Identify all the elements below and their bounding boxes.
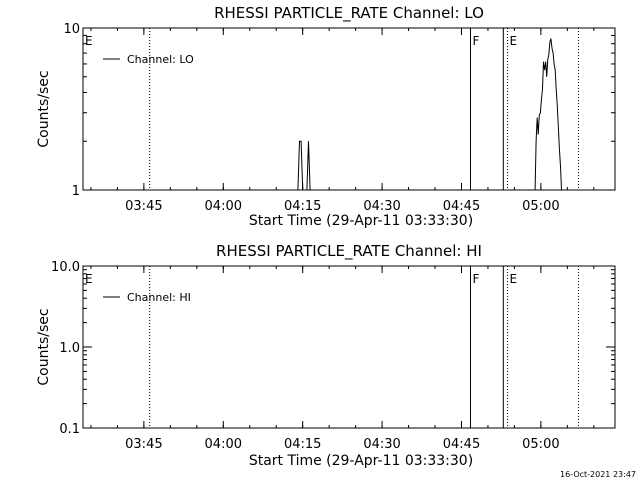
legend-label: Channel: LO xyxy=(127,53,194,66)
y-tick-label: 10 xyxy=(63,22,80,37)
x-tick-label: 04:30 xyxy=(363,437,400,452)
x-tick-label: 04:00 xyxy=(205,437,242,452)
marker-label: F xyxy=(472,34,479,48)
marker-label: E xyxy=(510,34,518,48)
x-tick-label: 04:15 xyxy=(284,437,321,452)
x-tick-label: 05:00 xyxy=(522,199,559,214)
y-tick-label: 0.1 xyxy=(59,422,80,437)
marker-label: F xyxy=(472,272,479,286)
chart-title: RHESSI PARTICLE_RATE Channel: LO xyxy=(214,4,484,23)
x-tick-label: 04:15 xyxy=(284,199,321,214)
chart-panel-1: RHESSI PARTICLE_RATE Channel: LO 03:45 04:… xyxy=(36,4,616,229)
footer-timestamp: 16-Oct-2021 23:47 xyxy=(560,470,636,479)
series-line xyxy=(297,140,304,191)
series-line xyxy=(306,141,311,191)
x-tick-label: 04:45 xyxy=(443,437,480,452)
series-line xyxy=(534,38,562,191)
chart-title: RHESSI PARTICLE_RATE Channel: HI xyxy=(216,242,482,261)
legend-label: Channel: HI xyxy=(127,291,191,304)
x-tick-label: 03:45 xyxy=(125,437,162,452)
marker-label: E xyxy=(85,34,93,48)
plot-frame xyxy=(82,27,616,191)
x-tick-label: 03:45 xyxy=(125,199,162,214)
y-axis-label: Counts/sec xyxy=(36,70,52,147)
y-tick-label: 10.0 xyxy=(51,260,80,275)
x-tick-label: 04:30 xyxy=(363,199,400,214)
x-tick-label: 05:00 xyxy=(522,437,559,452)
x-tick-label: 04:00 xyxy=(205,199,242,214)
chart-panel-2: RHESSI PARTICLE_RATE Channel: HI 03:45 04:… xyxy=(36,242,616,469)
marker-label: E xyxy=(510,272,518,286)
x-axis-label: Start Time (29-Apr-11 03:33:30) xyxy=(249,213,473,229)
y-axis-label: Counts/sec xyxy=(36,308,52,385)
x-axis-label: Start Time (29-Apr-11 03:33:30) xyxy=(249,453,473,469)
marker-label: E xyxy=(85,272,93,286)
y-tick-label: 1 xyxy=(72,184,80,199)
y-tick-label: 1.0 xyxy=(59,341,80,356)
x-tick-label: 04:45 xyxy=(443,199,480,214)
